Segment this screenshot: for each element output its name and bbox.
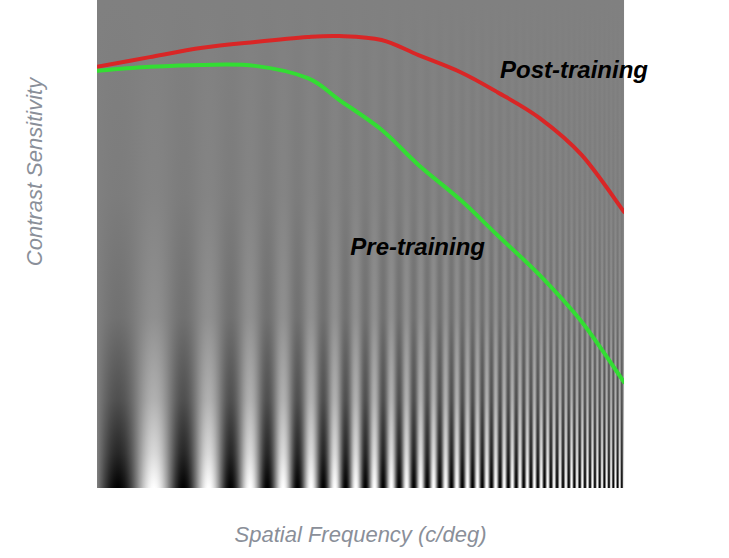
- chart: Post-training Pre-training Spatial Frequen…: [0, 0, 729, 558]
- series-label: Post-training: [500, 56, 648, 83]
- series-label: Pre-training: [350, 233, 485, 260]
- lines: [97, 36, 624, 382]
- x-axis-title: Spatial Frequency (c/deg): [235, 522, 487, 547]
- series-line: [97, 65, 624, 383]
- y-axis-title: Contrast Sensitivity: [22, 76, 47, 266]
